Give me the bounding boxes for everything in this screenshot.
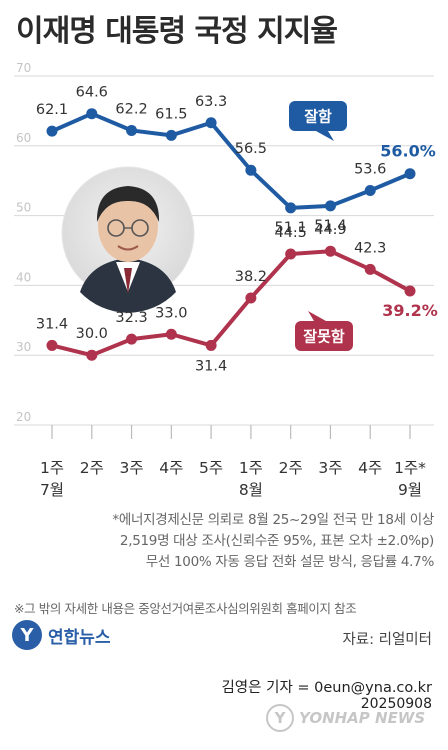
series-1-point bbox=[165, 328, 177, 340]
x-tick-label: 1주 8월 bbox=[239, 459, 263, 499]
series-0-point bbox=[404, 168, 416, 180]
series-1-data-label: 44.9 bbox=[314, 222, 346, 238]
series-1-point bbox=[205, 339, 217, 351]
series-0-point bbox=[165, 129, 177, 141]
series-0-name: 잘함 bbox=[304, 108, 332, 126]
series-0-data-label: 63.3 bbox=[195, 94, 227, 110]
survey-note-line-2: 2,519명 대상 조사(신뢰수준 95%, 표본 오차 ±2.0%p) bbox=[119, 533, 434, 549]
watermark: Y YONHAP NEWS bbox=[266, 704, 425, 732]
watermark-icon: Y bbox=[266, 704, 294, 732]
series-0-point bbox=[324, 200, 336, 212]
series-line-0 bbox=[51, 111, 411, 210]
series-0-data-label: 62.2 bbox=[115, 101, 147, 117]
series-0-data-label: 51.1 bbox=[275, 220, 307, 236]
x-tick-label: 2주 bbox=[80, 459, 104, 477]
series-0-point bbox=[86, 108, 98, 120]
series-1-legend-bubble: 잘못함 bbox=[295, 311, 353, 351]
x-tick-label: 1주 7월 bbox=[40, 459, 64, 499]
series-line-1 bbox=[51, 249, 411, 358]
footnote: ※그 밖의 자세한 내용은 중앙선거여론조사심의위원회 홈페이지 참조 bbox=[14, 601, 357, 616]
series-0-data-label: 56.0% bbox=[380, 142, 436, 161]
x-tick-label: 4주 bbox=[159, 459, 183, 477]
series-0-data-label: 64.6 bbox=[76, 85, 108, 101]
series-1-data-label: 42.3 bbox=[354, 240, 386, 256]
reporter-credit: 김영은 기자 = 0eun@yna.co.kr bbox=[221, 680, 432, 696]
series-0-data-label: 53.6 bbox=[354, 161, 386, 177]
yonhap-logo-text: 연합뉴스 bbox=[48, 627, 111, 648]
series-1-point bbox=[285, 248, 297, 260]
series-1-data-label: 44.5 bbox=[275, 225, 307, 241]
series-1-data-label: 38.2 bbox=[235, 269, 267, 285]
series-0-point bbox=[205, 117, 217, 129]
x-tick-label: 4주 bbox=[358, 459, 382, 477]
series-1-data-label: 31.4 bbox=[195, 358, 227, 374]
yonhap-logo: Y 연합뉴스 bbox=[12, 620, 111, 650]
series-1-data-label: 33.0 bbox=[155, 305, 187, 321]
data-source: 자료: 리얼미터 bbox=[342, 632, 432, 648]
series-0-point bbox=[245, 164, 257, 176]
yonhap-logo-icon: Y bbox=[12, 620, 42, 650]
y-tick-label: 60 bbox=[16, 131, 31, 145]
x-tick-label: 3주 bbox=[119, 459, 143, 477]
x-tick-label: 3주 bbox=[318, 459, 342, 477]
series-1-point bbox=[364, 263, 376, 275]
chart-title: 이재명 대통령 국정 지지율 bbox=[16, 14, 338, 49]
series-1-point bbox=[324, 245, 336, 257]
y-tick-label: 50 bbox=[16, 201, 31, 215]
series-0-point bbox=[46, 125, 58, 137]
series-1-point bbox=[245, 292, 257, 304]
series-0-data-label: 56.5 bbox=[235, 141, 267, 157]
y-tick-label: 30 bbox=[16, 340, 31, 354]
publish-date: 20250908 bbox=[360, 696, 432, 712]
series-1-point bbox=[46, 339, 58, 351]
series-0-data-label: 61.5 bbox=[155, 106, 187, 122]
series-1-data-label: 30.0 bbox=[76, 326, 108, 342]
series-0-point bbox=[364, 184, 376, 196]
series-1-data-label: 31.4 bbox=[36, 316, 68, 332]
series-0-data-label: 62.1 bbox=[36, 102, 68, 118]
x-tick-label: 1주* 9월 bbox=[394, 459, 426, 499]
series-1-data-label: 39.2% bbox=[382, 301, 438, 320]
survey-note-line-1: *에너지경제신문 의뢰로 8월 25~29일 전국 만 18세 이상 bbox=[112, 512, 434, 528]
series-0-point bbox=[285, 202, 297, 214]
x-tick-label: 5주 bbox=[199, 459, 223, 477]
series-1-point bbox=[126, 333, 138, 345]
y-tick-label: 20 bbox=[16, 410, 31, 424]
series-0-legend-bubble: 잘함 bbox=[289, 101, 347, 141]
series-1-name: 잘못함 bbox=[303, 328, 345, 346]
series-1-point bbox=[86, 349, 98, 361]
y-tick-label: 40 bbox=[16, 270, 31, 284]
series-0-data-label: 51.4 bbox=[314, 218, 346, 234]
watermark-text: YONHAP NEWS bbox=[299, 709, 426, 727]
line-chart: 20 30 40 50 60 70 62.1 64.6 62.2 61.5 63.3 56.5 51.… bbox=[14, 61, 438, 499]
portrait-photo bbox=[61, 166, 195, 313]
series-1-data-label: 32.3 bbox=[115, 310, 147, 326]
x-tick-label: 2주 bbox=[279, 459, 303, 477]
series-1-point bbox=[404, 285, 416, 297]
y-tick-label: 70 bbox=[16, 61, 31, 75]
series-0-point bbox=[126, 124, 138, 136]
survey-note-line-3: 무선 100% 자동 응답 전화 설문 방식, 응답률 4.7% bbox=[145, 554, 435, 570]
